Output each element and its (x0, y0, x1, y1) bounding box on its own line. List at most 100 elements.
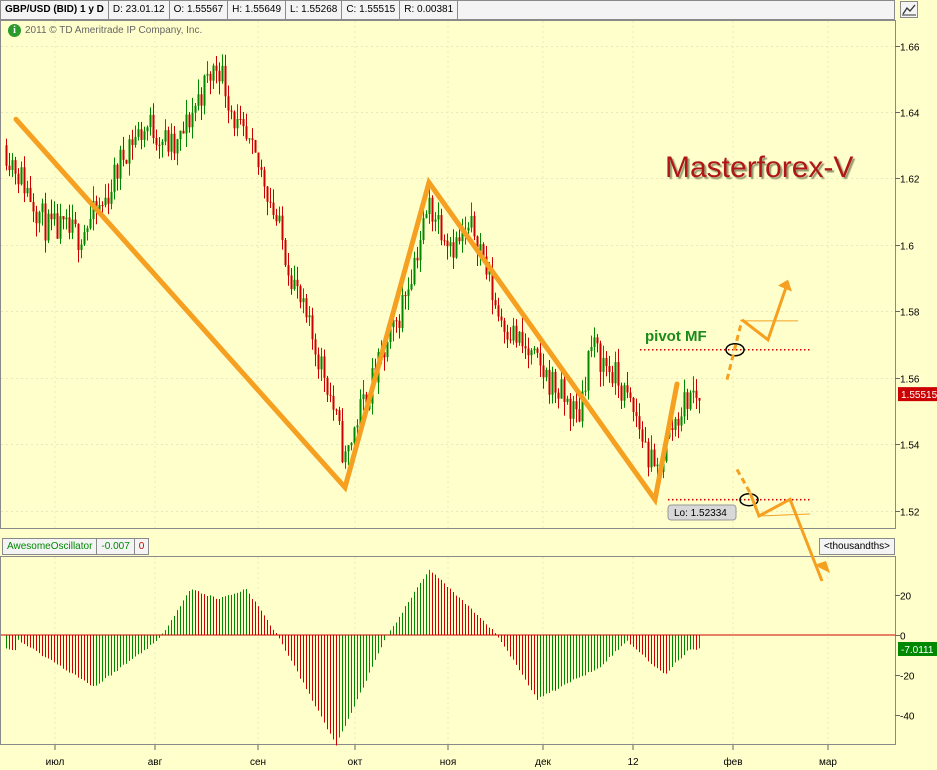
candle-body (311, 315, 314, 340)
symbol-label[interactable]: GBP/USD (BID) 1 y D (0, 0, 109, 20)
candle-body (416, 257, 419, 261)
candle-body (20, 167, 23, 185)
candle-body (359, 399, 362, 426)
candle-body (545, 369, 548, 378)
candle-body (467, 227, 470, 231)
candle-body (71, 219, 74, 233)
candle-body (521, 331, 524, 347)
candle-body (581, 391, 584, 422)
price-axis-label: 1.64 (900, 109, 920, 120)
candle-body (158, 144, 161, 146)
candle-body (551, 371, 554, 395)
candle-body (452, 242, 455, 258)
candle-body (185, 114, 188, 134)
candle-body (26, 187, 29, 194)
price-tag: 1.55515 (901, 390, 937, 401)
candle-body (497, 305, 500, 317)
candle-body (461, 231, 464, 242)
candle-body (35, 211, 38, 224)
date-axis-label: ноя (440, 757, 457, 768)
projection-up-line (741, 281, 790, 343)
candle-body (593, 337, 596, 347)
high-readout: H: 1.55649 (228, 0, 287, 20)
candle-body (215, 65, 218, 71)
oscillator-value-2: 0 (134, 538, 150, 555)
date-axis-label: мар (819, 757, 837, 768)
candle-body (227, 96, 230, 111)
candle-body (560, 379, 563, 399)
oscillator-name[interactable]: AwesomeOscillator (2, 538, 98, 555)
open-readout: O: 1.55567 (169, 0, 229, 20)
oscillator-unit: <thousandths> (818, 538, 895, 555)
candle-body (329, 394, 332, 396)
candle-body (320, 356, 323, 370)
candle-body (557, 392, 560, 399)
candle-body (257, 152, 260, 168)
candle-body (38, 212, 41, 224)
date-axis-label: фев (723, 756, 742, 768)
candle-body (386, 341, 389, 358)
candle-body (194, 105, 197, 113)
candle-body (332, 395, 335, 410)
candle-body (350, 443, 353, 446)
candle-body (572, 401, 575, 419)
chart-icon (902, 4, 916, 16)
candle-body (527, 348, 530, 356)
candle-body (317, 354, 320, 370)
candle-body (647, 441, 650, 468)
info-icon[interactable]: i (8, 24, 21, 37)
chart-type-button[interactable] (900, 1, 918, 18)
candle-body (233, 111, 236, 129)
candle-body (146, 127, 149, 132)
candle-body (413, 257, 416, 285)
candle-body (101, 205, 104, 207)
date-readout: D: 23.01.12 (108, 0, 170, 20)
candle-body (275, 215, 278, 222)
candle-body (584, 390, 587, 392)
candle-body (674, 418, 677, 430)
low-label: Lo: 1.52334 (674, 508, 727, 519)
candle-body (347, 445, 350, 452)
candle-body (113, 164, 116, 192)
candle-body (251, 138, 254, 141)
candle-body (536, 348, 539, 353)
candle-body (74, 219, 77, 225)
projection-up-arrowhead (778, 279, 792, 292)
candle-body (65, 217, 68, 220)
candle-body (272, 202, 275, 216)
candle-body (53, 213, 56, 220)
candle-body (8, 165, 11, 171)
candle-body (263, 169, 266, 187)
candle-body (296, 279, 299, 287)
candle-body (62, 216, 65, 220)
candle-body (419, 240, 422, 261)
candle-body (599, 343, 602, 372)
candle-body (398, 320, 401, 328)
oscillator-value: -0.007 (97, 538, 135, 555)
candle-body (83, 231, 86, 245)
candle-body (107, 197, 110, 204)
candle-body (686, 392, 689, 409)
candle-body (695, 390, 698, 398)
candle-body (512, 325, 515, 341)
candle-body (188, 114, 191, 128)
candle-body (644, 441, 647, 443)
candle-body (428, 197, 431, 215)
candle-body (620, 385, 623, 401)
projection-down-line (748, 492, 824, 582)
candle-body (530, 350, 533, 356)
candle-body (590, 346, 593, 352)
candle-body (341, 421, 344, 463)
price-axis-label: 1.56 (900, 375, 920, 386)
candle-body (689, 392, 692, 409)
price-axis-label: 1.52 (900, 508, 920, 519)
candle-body (197, 94, 200, 106)
candle-body (152, 114, 155, 139)
price-axis-label: 1.58 (900, 308, 920, 319)
projection-up-dashed (725, 319, 744, 381)
candle-body (605, 357, 608, 367)
candle-body (104, 197, 107, 206)
candle-body (293, 279, 296, 290)
candle-body (173, 133, 176, 154)
candle-body (431, 197, 434, 222)
